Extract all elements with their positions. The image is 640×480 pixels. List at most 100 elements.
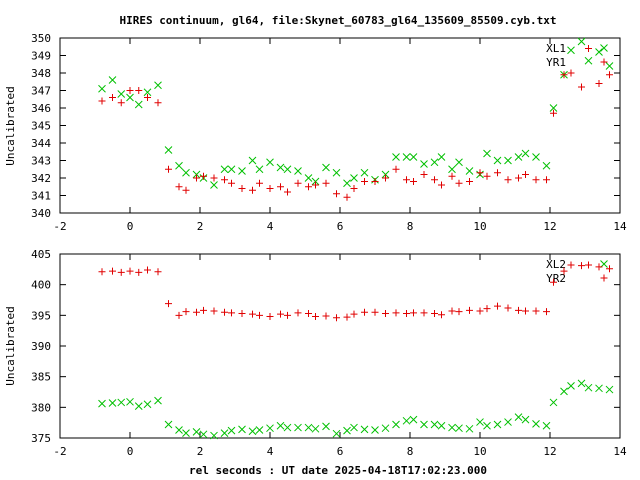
bottom-x-tick-label: -2	[53, 445, 66, 458]
bottom-point-yr2	[567, 261, 575, 269]
top-point-yr1	[294, 179, 302, 187]
top-point-xl1	[455, 158, 463, 167]
bottom-plot-frame	[59, 253, 621, 439]
x-axis-label: rel seconds : UT date 2025-04-18T17:02:2…	[189, 464, 487, 477]
bottom-point-xl2	[238, 425, 246, 434]
top-point-yr1	[210, 174, 218, 182]
top-x-tick-label: -2	[53, 220, 66, 233]
bottom-point-yr2	[312, 313, 319, 321]
bottom-point-xl2	[493, 420, 502, 429]
top-point-yr1	[578, 83, 585, 91]
bottom-point-xl2	[108, 399, 117, 407]
top-point-yr1	[256, 179, 263, 187]
top-point-xl1	[584, 56, 593, 65]
bottom-point-xl2	[402, 416, 411, 425]
top-point-xl1	[542, 161, 551, 170]
bottom-point-xl2	[381, 424, 390, 433]
bottom-point-yr2	[420, 309, 428, 317]
bottom-point-yr2	[135, 268, 143, 276]
top-point-yr1	[277, 183, 284, 191]
bottom-point-yr2	[382, 309, 389, 317]
bottom-point-xl2	[182, 429, 190, 437]
top-point-xl1	[117, 90, 126, 98]
top-point-xl1	[304, 174, 313, 182]
top-point-xl1	[595, 48, 603, 56]
top-point-xl1	[210, 181, 218, 189]
bottom-point-yr2	[585, 261, 592, 269]
top-point-xl1	[360, 168, 369, 177]
bottom-point-xl2	[199, 430, 208, 439]
bottom-point-xl2	[154, 396, 162, 405]
top-point-xl1	[465, 167, 474, 175]
top-point-xl1	[437, 153, 446, 161]
bottom-legend-label-xl2: XL2	[546, 258, 566, 271]
bottom-point-yr2	[560, 267, 568, 275]
top-point-yr1	[466, 178, 473, 185]
top-point-yr1	[606, 71, 613, 79]
bottom-point-xl2	[255, 426, 264, 434]
top-point-xl1	[493, 156, 502, 165]
bottom-point-xl2	[476, 418, 484, 426]
bottom-point-xl2	[266, 424, 274, 433]
top-point-yr1	[117, 99, 125, 107]
bottom-point-xl2	[567, 382, 575, 390]
bottom-point-xl2	[126, 397, 134, 406]
top-x-tick-label: 6	[337, 220, 344, 233]
top-point-xl1	[409, 153, 418, 161]
top-point-yr1	[392, 165, 400, 173]
top-point-yr1	[361, 178, 368, 185]
bottom-point-yr2	[532, 307, 540, 315]
top-legend-label-yr1: YR1	[546, 56, 566, 69]
bottom-point-yr2	[228, 309, 235, 317]
bottom-point-xl2	[465, 424, 474, 433]
top-point-yr1	[154, 99, 162, 107]
top-x-tick-label: 4	[267, 220, 274, 233]
top-point-xl1	[343, 179, 351, 188]
top-y-tick-label: 347	[31, 85, 51, 98]
bottom-y-tick-label: 375	[31, 432, 51, 445]
bottom-point-xl2	[322, 422, 330, 431]
bottom-point-yr2	[144, 266, 151, 274]
top-point-xl1	[402, 153, 411, 161]
top-point-xl1	[567, 46, 575, 55]
bottom-point-yr2	[361, 308, 368, 316]
top-point-xl1	[514, 153, 523, 161]
bottom-point-yr2	[343, 313, 351, 321]
top-point-yr1	[249, 186, 256, 194]
top-point-xl1	[164, 146, 173, 154]
top-x-tick-label: 12	[543, 220, 556, 233]
top-point-yr1	[382, 174, 389, 182]
top-point-yr1	[420, 171, 428, 178]
bottom-point-yr2	[403, 309, 410, 317]
bottom-point-yr2	[431, 309, 438, 317]
bottom-point-yr2	[550, 278, 557, 286]
top-point-yr1	[98, 97, 106, 105]
bottom-point-xl2	[311, 424, 320, 433]
top-x-tick-label: 8	[407, 220, 414, 233]
bottom-point-xl2	[192, 428, 201, 436]
top-point-yr1	[182, 186, 190, 194]
top-point-yr1	[431, 176, 438, 184]
top-legend-label-xl1: XL1	[546, 42, 566, 55]
bottom-point-yr2	[371, 308, 379, 316]
bottom-point-yr2	[455, 308, 463, 316]
bottom-point-xl2	[577, 379, 586, 388]
bottom-point-yr2	[210, 307, 218, 315]
bottom-point-xl2	[143, 400, 152, 409]
top-point-xl1	[227, 165, 236, 174]
top-point-yr1	[284, 188, 291, 196]
bottom-point-yr2	[504, 304, 512, 312]
bottom-point-yr2	[109, 267, 116, 275]
bottom-point-yr2	[165, 300, 172, 308]
bottom-point-xl2	[210, 431, 218, 440]
bottom-point-xl2	[343, 426, 351, 435]
top-point-yr1	[343, 193, 351, 201]
top-point-xl1	[532, 153, 540, 161]
top-y-tick-label: 342	[31, 172, 51, 185]
bottom-point-yr2	[221, 308, 228, 316]
bottom-point-xl2	[448, 423, 456, 432]
bottom-point-xl2	[483, 421, 491, 430]
bottom-point-xl2	[117, 398, 126, 407]
bottom-point-yr2	[522, 307, 529, 315]
top-point-yr1	[371, 178, 379, 185]
